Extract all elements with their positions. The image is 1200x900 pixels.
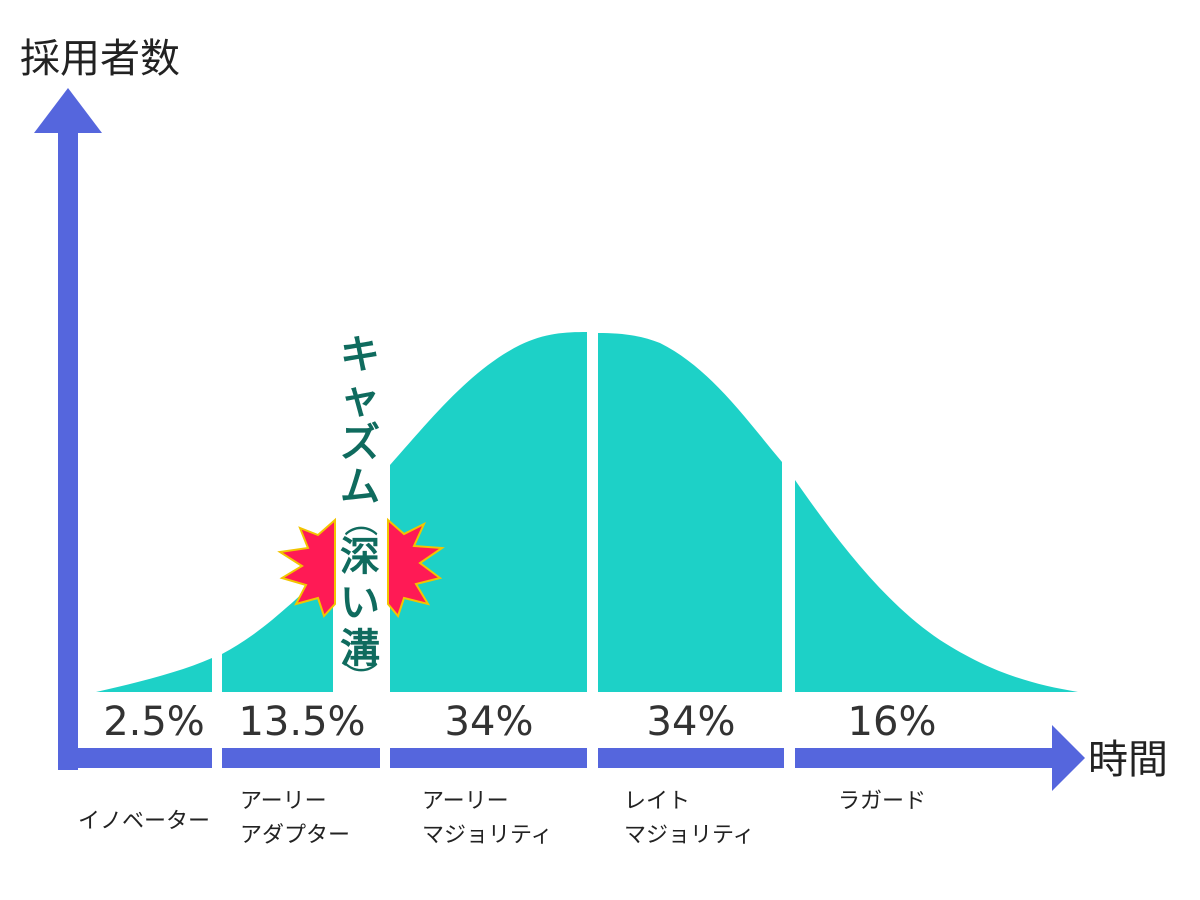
percent-early-majority: 34% (445, 699, 534, 745)
chasm-burst-right (387, 517, 445, 619)
chasm-label-char: キャズム (340, 332, 380, 510)
segment-innovators-area (96, 658, 212, 692)
percent-innovators: 2.5% (103, 699, 205, 745)
label-early-majority-line1: アーリー (422, 789, 509, 814)
x-axis-segment (795, 748, 1057, 768)
segment-late-majority-area (598, 333, 782, 692)
chasm-burst-left (277, 517, 336, 618)
percent-laggards: 16% (848, 699, 937, 745)
percent-early-adopters: 13.5% (238, 699, 365, 745)
label-laggards: ラガード (838, 789, 926, 814)
segment-early-majority-area (390, 332, 587, 692)
x-axis-segment (222, 748, 380, 768)
label-early-adopters-line2: アダプター (240, 823, 350, 848)
segment-laggards-area (795, 480, 1078, 692)
chasm-sub-char: 溝 (340, 626, 380, 672)
y-axis-title: 採用者数 (20, 36, 180, 82)
y-axis-line (58, 130, 78, 770)
chasm-sub-char: 深 (340, 534, 380, 580)
label-late-majority-line1: レイト (624, 789, 690, 814)
percent-late-majority: 34% (647, 699, 736, 745)
x-axis (58, 725, 1085, 791)
x-axis-segment (390, 748, 587, 768)
chasm-paren-open: （ (339, 503, 379, 537)
label-early-adopters-line1: アーリー (240, 789, 327, 814)
label-innovators: イノベーター (78, 809, 210, 834)
adoption-bell-curve (96, 332, 1078, 692)
y-axis (34, 88, 102, 770)
x-axis-arrowhead (1052, 725, 1085, 791)
label-early-majority-line2: マジョリティ (422, 823, 553, 848)
chasm-sub-char: い (340, 580, 380, 626)
y-axis-arrowhead (34, 88, 102, 133)
label-late-majority-line2: マジョリティ (624, 823, 755, 848)
x-axis-segment (58, 748, 212, 768)
x-axis-title: 時間 (1088, 737, 1168, 783)
x-axis-segment (598, 748, 784, 768)
chasm-paren-close: ） (339, 661, 379, 695)
